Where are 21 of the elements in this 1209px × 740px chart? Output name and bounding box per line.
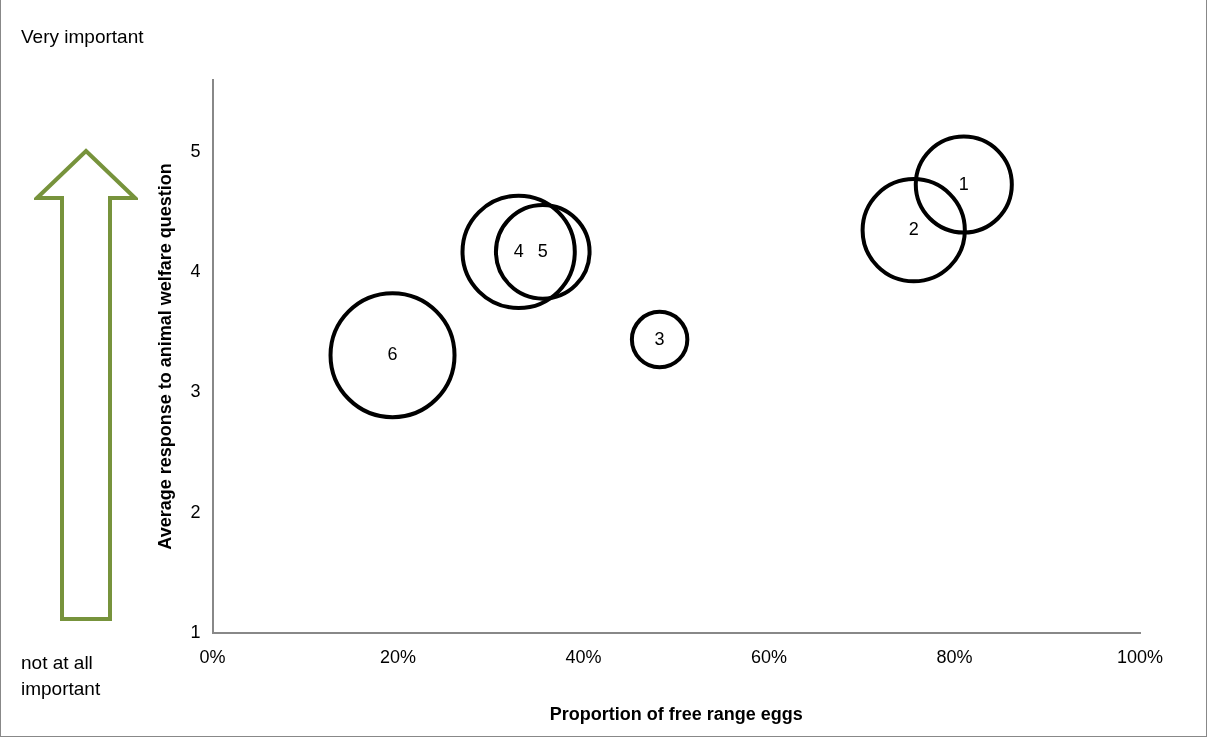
y-axis-title: Average response to animal welfare question xyxy=(154,163,175,550)
x-axis-title: Proportion of free range eggs xyxy=(549,704,803,725)
y-tick-label: 1 xyxy=(190,621,201,642)
x-tick-label: 20% xyxy=(380,646,417,667)
y-tick-label: 3 xyxy=(190,381,201,402)
x-tick-label: 0% xyxy=(199,646,226,667)
y-tick-label: 2 xyxy=(190,501,201,522)
text: Very important xyxy=(21,25,145,49)
annotation: 2 xyxy=(908,219,919,240)
annotation: 6 xyxy=(387,344,398,365)
x-tick-label: 40% xyxy=(565,646,602,667)
x-tick-label: 80% xyxy=(936,646,973,667)
annotation: 3 xyxy=(654,328,665,349)
y-tick-label: 4 xyxy=(190,261,201,282)
annotation: 4 xyxy=(513,240,524,261)
annotation: 5 xyxy=(537,240,548,261)
y-tick-label: 5 xyxy=(190,141,201,162)
text: not at all important xyxy=(21,651,102,701)
annotation: 1 xyxy=(958,173,969,194)
x-tick-label: 60% xyxy=(751,646,788,667)
x-tick-label: 100% xyxy=(1116,646,1164,667)
